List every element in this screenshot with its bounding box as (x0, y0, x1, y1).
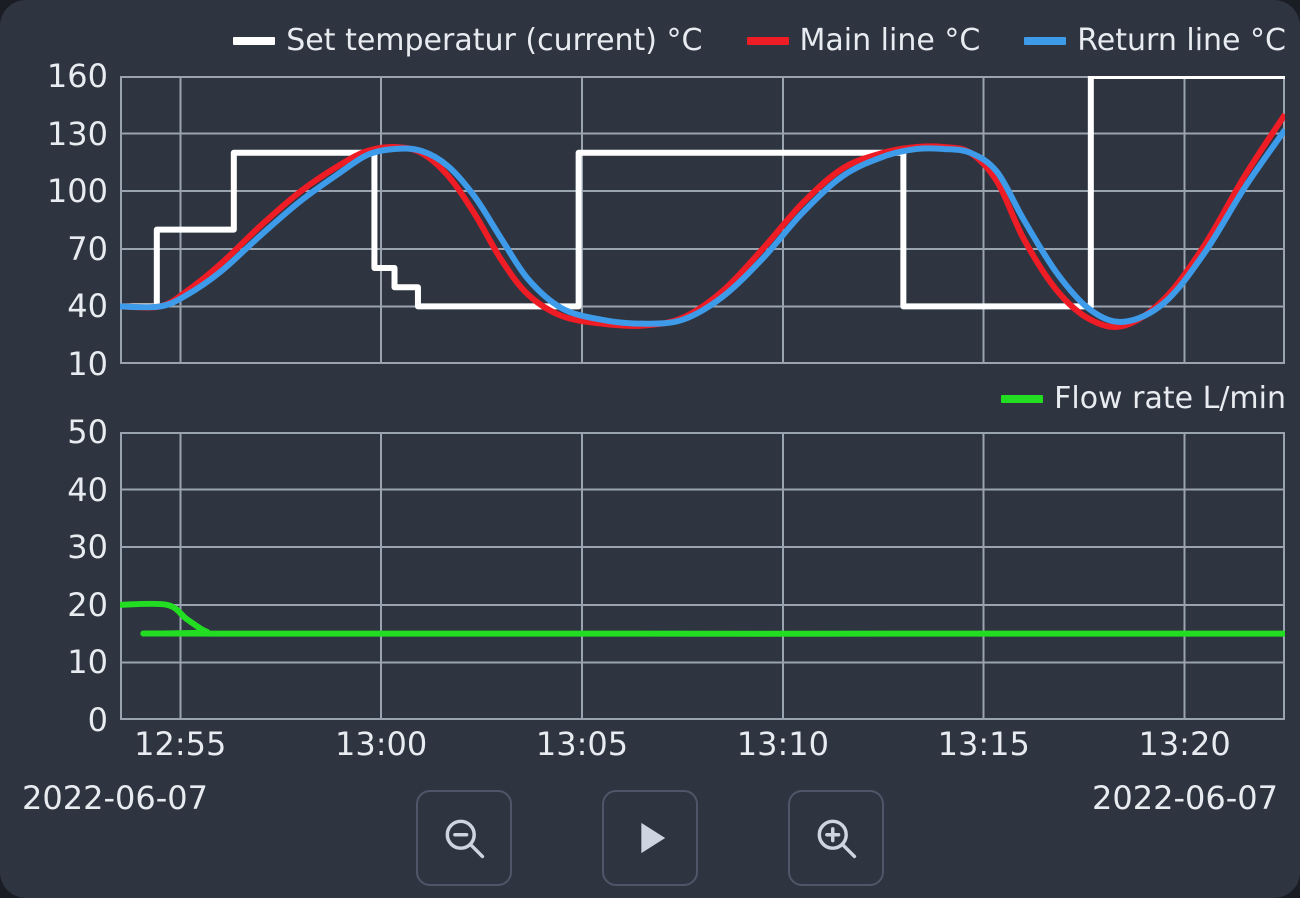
y-tick-label: 70 (67, 229, 108, 268)
y-tick-label: 0 (87, 701, 108, 739)
y-tick-label: 10 (67, 643, 108, 682)
zoom-out-button[interactable] (416, 790, 512, 886)
legend-flow-rate: Flow rate L/min (0, 384, 1286, 414)
flow-rate-chart-plot (120, 432, 1285, 720)
magnifier-minus-icon (438, 812, 490, 864)
legend-label-flow-rate: Flow rate L/min (1054, 381, 1286, 416)
legend-item-flow-rate[interactable]: Flow rate L/min (1001, 384, 1286, 414)
date-label-start: 2022-06-07 (22, 779, 208, 817)
y-tick-label: 50 (67, 413, 108, 451)
legend-item-main-line[interactable]: Main line °C (746, 23, 981, 58)
y-tick-label: 130 (46, 114, 108, 153)
y-tick-label: 100 (46, 172, 108, 211)
legend-item-set-temperature[interactable]: Set temperatur (current) °C (233, 23, 703, 58)
legend-temperature: Set temperatur (current) °C Main line °C… (0, 26, 1286, 56)
temperature-chart-svg (120, 76, 1285, 364)
magnifier-plus-icon (810, 812, 862, 864)
flow-rate-chart-svg (120, 432, 1285, 720)
y-tick-label: 10 (67, 345, 108, 383)
line-swatch-icon (746, 37, 789, 45)
play-button[interactable] (602, 790, 698, 886)
legend-label-return-line: Return line °C (1077, 23, 1286, 58)
playback-controls (0, 790, 1300, 886)
line-swatch-icon (1024, 37, 1067, 45)
date-label-end: 2022-06-07 (1092, 779, 1278, 817)
line-swatch-icon (1001, 395, 1044, 403)
y-tick-label: 160 (46, 57, 108, 95)
y-tick-label: 20 (67, 585, 108, 624)
x-tick-label: 13:00 (335, 725, 428, 763)
zoom-in-button[interactable] (788, 790, 884, 886)
temperature-chart-plot (120, 76, 1285, 364)
legend-item-return-line[interactable]: Return line °C (1024, 26, 1286, 56)
x-tick-label: 12:55 (134, 725, 227, 763)
x-tick-label: 13:15 (937, 725, 1030, 763)
y-axis-flow-rate: 50 40 30 20 10 0 (0, 416, 108, 736)
line-swatch-icon (233, 37, 276, 45)
x-tick-label: 13:20 (1138, 725, 1231, 763)
y-tick-label: 30 (67, 528, 108, 567)
play-icon (624, 812, 676, 864)
y-axis-temperature: 160 130 100 70 40 10 (0, 60, 108, 380)
x-tick-label: 13:05 (535, 725, 629, 763)
x-tick-label: 13:10 (736, 725, 829, 763)
legend-label-set-temperature: Set temperatur (current) °C (286, 23, 703, 58)
y-tick-label: 40 (67, 287, 108, 326)
legend-label-main-line: Main line °C (799, 23, 981, 58)
y-tick-label: 40 (67, 470, 108, 509)
